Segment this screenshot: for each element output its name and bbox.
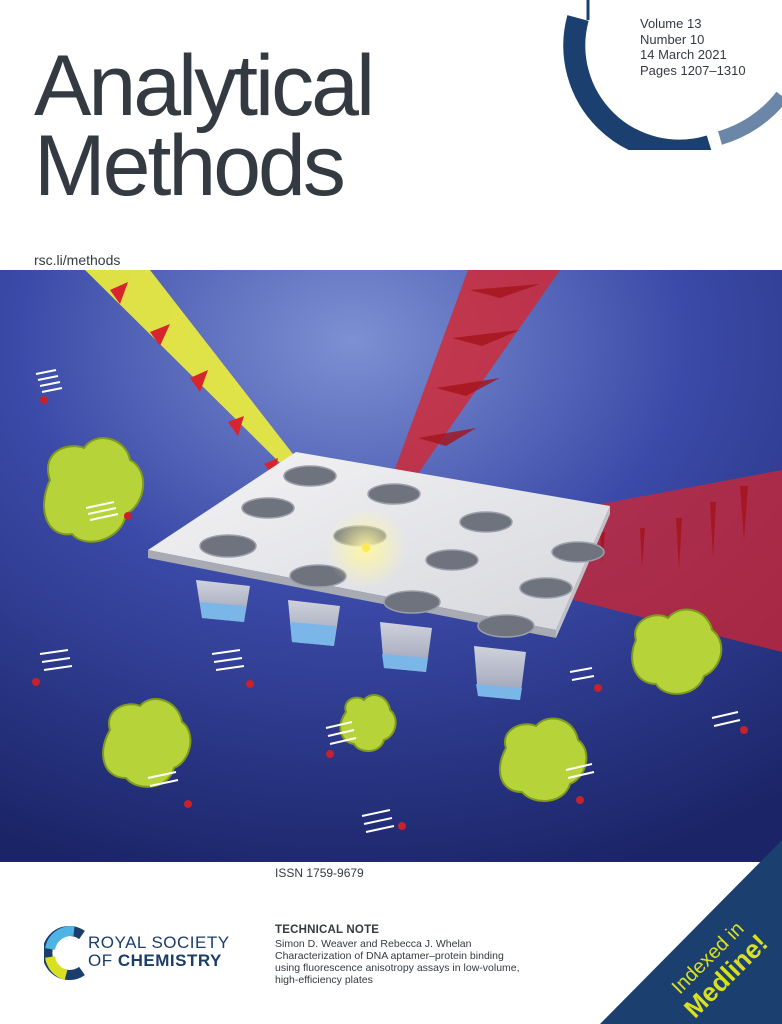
journal-url: rsc.li/methods: [34, 252, 121, 268]
article-authors: Simon D. Weaver and Rebecca J. Whelan: [275, 938, 472, 950]
issue-volume: Volume 13: [640, 16, 702, 31]
issn: ISSN 1759-9679: [275, 866, 364, 880]
fluorophore-dots: [32, 396, 748, 830]
journal-title-line2: Methods: [34, 118, 346, 214]
aptamer-molecules: [35, 369, 741, 833]
cover-artwork: [0, 270, 782, 862]
article-type: TECHNICAL NOTE: [275, 924, 380, 936]
issue-arc-graphic: [563, 0, 782, 150]
publisher-line2-bold: CHEMISTRY: [117, 951, 222, 970]
article-title-line3: high-efficiency plates: [275, 974, 373, 986]
rsc-logo-icon: [44, 925, 85, 980]
issue-info: Volume 13 Number 10 14 March 2021 Pages …: [640, 16, 746, 78]
publisher-line1: ROYAL SOCIETY: [88, 933, 230, 952]
medline-badge: Indexed in Medline!: [600, 840, 782, 1024]
well-cups: [196, 580, 526, 700]
article-title-line1: Characterization of DNA aptamer–protein …: [275, 950, 504, 962]
journal-title-line1: Analytical: [34, 38, 375, 134]
publisher-name: ROYAL SOCIETY OF CHEMISTRY: [88, 934, 230, 970]
microplate-edge: [148, 550, 556, 638]
publisher-line2-prefix: OF: [88, 951, 118, 970]
issue-number: Number 10: [640, 31, 705, 47]
journal-title: Analytical Methods: [34, 43, 375, 209]
focus-point: [362, 544, 370, 552]
issue-date: 14 March 2021: [640, 47, 727, 62]
issue-pages: Pages 1207–1310: [640, 62, 746, 78]
article-title-line2: using fluorescence anisotropy assays in …: [275, 962, 520, 974]
protein-molecules: [43, 437, 723, 803]
